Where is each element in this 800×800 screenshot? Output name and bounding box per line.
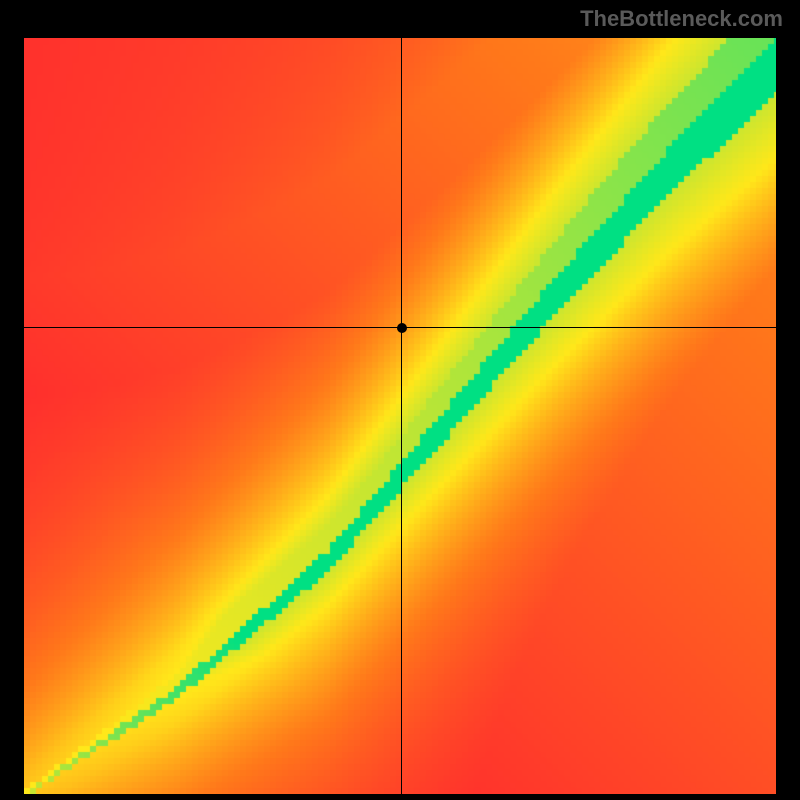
- heatmap-canvas: [24, 38, 776, 794]
- crosshair-marker-dot: [397, 323, 407, 333]
- heatmap-plot: [24, 38, 776, 794]
- plot-frame-bottom: [0, 795, 800, 800]
- plot-frame-right: [777, 37, 800, 795]
- plot-frame-left: [0, 37, 23, 795]
- watermark-text: TheBottleneck.com: [580, 6, 783, 32]
- crosshair-vertical: [401, 38, 402, 794]
